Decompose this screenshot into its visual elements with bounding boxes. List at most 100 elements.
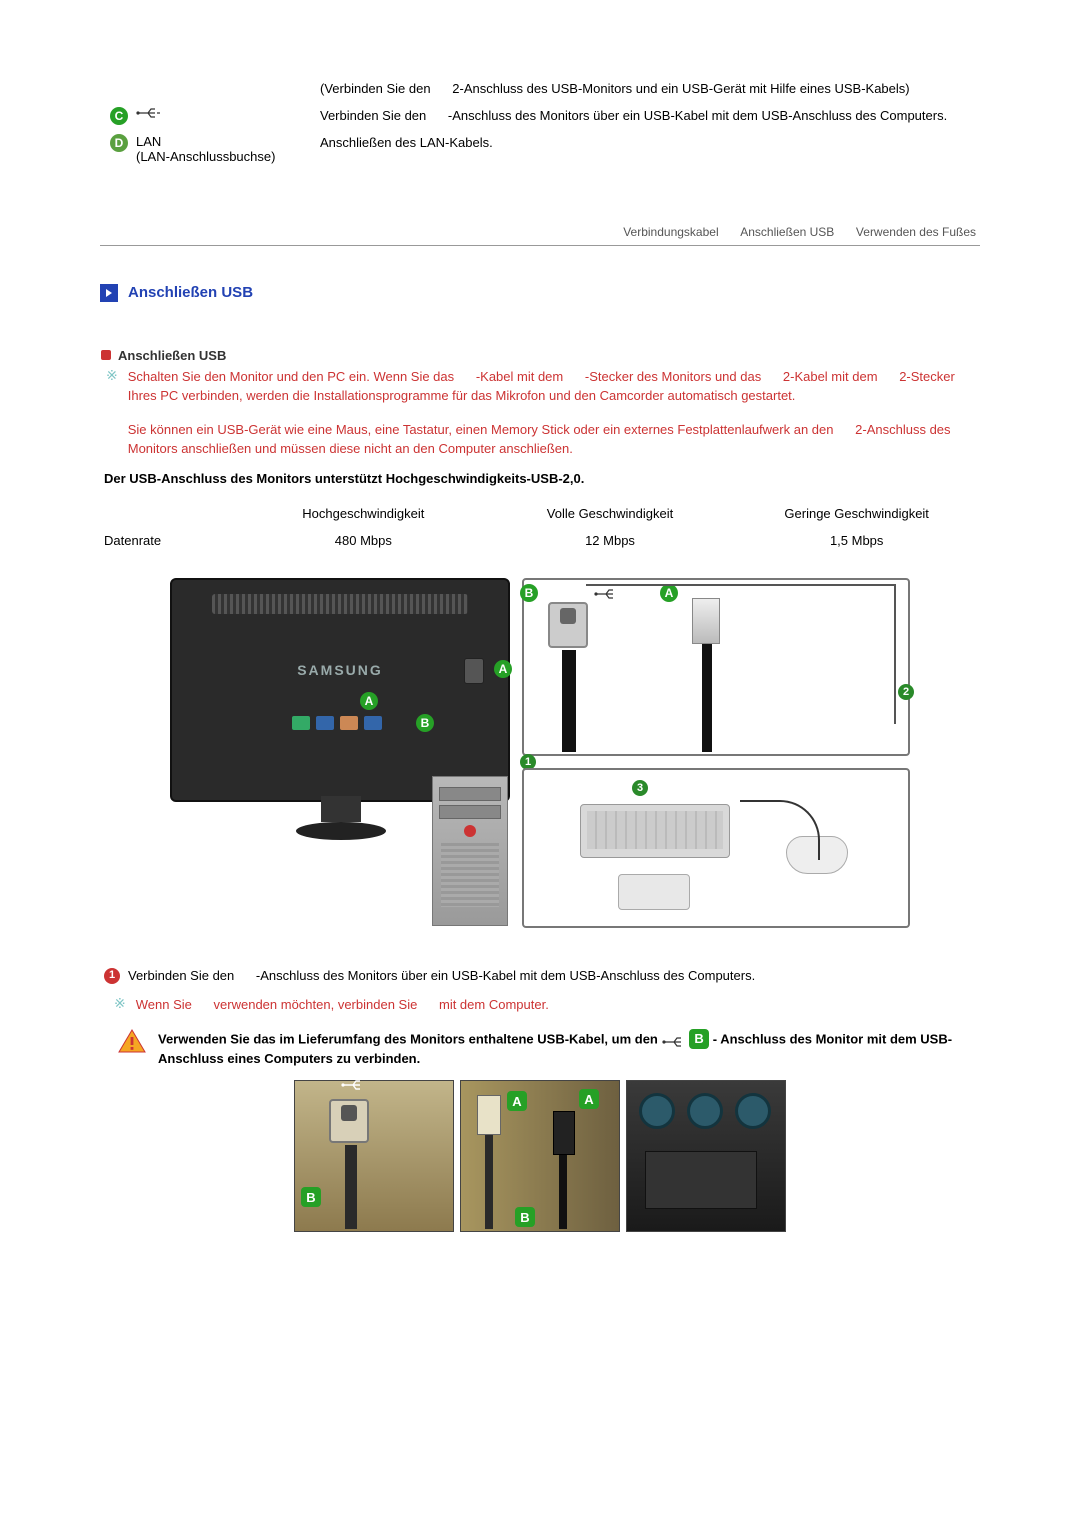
tab-cables[interactable]: Verbindungskabel: [623, 225, 718, 239]
intro-text-prev: (Verbinden Sie den 2-Anschluss des USB-M…: [320, 80, 980, 99]
step-1-text: Verbinden Sie den -Anschluss des Monitor…: [128, 966, 755, 986]
section-heading-text: Anschließen USB: [128, 284, 253, 301]
diagram-badge-3: 3: [632, 780, 648, 796]
intro-row-prev: (Verbinden Sie den 2-Anschluss des USB-M…: [100, 80, 980, 99]
speed-val-low: 1,5 Mbps: [733, 527, 980, 554]
arrow-icon: [100, 284, 118, 302]
pc-vent: [441, 843, 499, 907]
photo2-plug-a2: [553, 1111, 575, 1155]
photo-pc-back: [626, 1080, 786, 1232]
speed-row-label: Datenrate: [100, 527, 240, 554]
photo1-plug-inner: [341, 1105, 357, 1121]
photo-usb-b-plug: B: [294, 1080, 454, 1232]
pc-tower: [432, 776, 508, 926]
usb20-support-line: Der USB-Anschluss des Monitors unterstüt…: [100, 471, 980, 486]
pc-power-led: [464, 825, 476, 837]
lan-label-group: LAN (LAN-Anschlussbuchse): [136, 134, 275, 164]
intro-row-c-text: Verbinden Sie den -Anschluss des Monitor…: [320, 107, 980, 126]
speed-data-row: Datenrate 480 Mbps 12 Mbps 1,5 Mbps: [100, 527, 980, 554]
photo-cable-mid: A A B: [460, 1080, 620, 1232]
warn-text-a: Verwenden Sie das im Lieferumfang des Mo…: [158, 1031, 662, 1046]
stand-neck: [321, 796, 361, 822]
usb-trident-icon-3: [662, 1034, 686, 1046]
speed-header-empty: [100, 500, 240, 527]
keyboard-keys: [587, 811, 723, 849]
intro-row-d-icon: D LAN (LAN-Anschlussbuchse): [100, 134, 320, 164]
photo-row: B A A B: [100, 1080, 980, 1232]
photo2-cable-1: [485, 1135, 493, 1229]
photo3-port-2: [687, 1093, 723, 1129]
tip-text: Wenn Sie verwenden möchten, verbinden Si…: [136, 995, 549, 1015]
usb-b-cable: [562, 650, 576, 752]
badge-d: D: [110, 134, 128, 152]
connection-diagram: SAMSUNG A A B B: [170, 578, 910, 938]
usb-trident-icon-4: [341, 1079, 365, 1091]
lan-label: LAN: [136, 134, 275, 149]
keyboard-device: [580, 804, 730, 858]
tab-connect-usb[interactable]: Anschließen USB: [740, 225, 834, 239]
speed-val-full: 12 Mbps: [487, 527, 734, 554]
sub-heading-text: Anschließen USB: [118, 348, 226, 363]
speed-col-high: Hochgeschwindigkeit: [240, 500, 487, 527]
intro-icon-empty: [100, 80, 320, 99]
monitor-back: SAMSUNG A A B: [170, 578, 510, 802]
pc-drive-2: [439, 805, 501, 819]
section-tabs: Verbindungskabel Anschließen USB Verwend…: [100, 224, 980, 246]
intro-row-d-text: Anschließen des LAN-Kabels.: [320, 134, 980, 164]
lan-sublabel: (LAN-Anschlussbuchse): [136, 149, 275, 164]
bullet-icon: [100, 349, 112, 361]
photo1-plug: [329, 1099, 369, 1143]
photo2-cable-2: [559, 1155, 567, 1229]
photo1-cable: [345, 1145, 357, 1229]
speed-val-high: 480 Mbps: [240, 527, 487, 554]
photo2-badge-a: A: [507, 1091, 527, 1111]
device-cable-arc: [740, 800, 820, 860]
step-1-row: 1 Verbinden Sie den -Anschluss des Monit…: [100, 966, 980, 986]
intro-row-c: C Verbinden Sie den -Anschluss des Monit…: [100, 107, 980, 126]
stand-base: [296, 822, 386, 840]
diagram-badge-b-lower: B: [416, 714, 434, 732]
diagram-badge-2: 2: [898, 684, 914, 700]
speed-col-low: Geringe Geschwindigkeit: [733, 500, 980, 527]
monitor-vent: [212, 594, 468, 614]
cable-badge-b: B: [520, 584, 538, 602]
tip-block: ※ Wenn Sie verwenden möchten, verbinden …: [100, 995, 980, 1015]
tip-star-icon: ※: [114, 995, 126, 1015]
monitor-upstream-port: [464, 658, 484, 684]
port-3: [340, 716, 358, 730]
warning-text: Verwenden Sie das im Lieferumfang des Mo…: [158, 1029, 980, 1069]
diagram-badge-a-lower: A: [360, 692, 378, 710]
info-text-2: Sie können ein USB-Gerät wie eine Maus, …: [128, 420, 980, 459]
port-4: [364, 716, 382, 730]
warning-icon: [118, 1029, 146, 1053]
photo2-badge-a-right: A: [579, 1089, 599, 1109]
monitor-brand-label: SAMSUNG: [172, 662, 508, 678]
section-heading: Anschließen USB: [100, 284, 980, 302]
usb-trident-icon: [136, 107, 160, 119]
tab-use-stand[interactable]: Verwenden des Fußes: [856, 225, 976, 239]
warn-badge-b: B: [689, 1029, 709, 1049]
monitor-port-strip: [292, 716, 382, 730]
speed-col-full: Volle Geschwindigkeit: [487, 500, 734, 527]
photo1-badge-b: B: [301, 1187, 321, 1207]
port-1: [292, 716, 310, 730]
monitor-stand: [296, 796, 386, 844]
pc-drive-1: [439, 787, 501, 801]
diagram-badge-a-port: A: [494, 660, 512, 678]
photo2-badge-b: B: [515, 1207, 535, 1227]
cable-path-outline: [586, 584, 896, 724]
devices-panel: 3: [522, 768, 910, 928]
warning-row: Verwenden Sie das im Lieferumfang des Mo…: [100, 1029, 980, 1069]
speed-table: Hochgeschwindigkeit Volle Geschwindigkei…: [100, 500, 980, 554]
intro-row-c-icon: C: [100, 107, 320, 126]
badge-c: C: [110, 107, 128, 125]
note-star-icon: ※: [106, 367, 118, 459]
photo3-port-3: [735, 1093, 771, 1129]
photo3-panel: [645, 1151, 757, 1209]
cable-closeup-panel: B A 2: [522, 578, 910, 756]
step-1-badge: 1: [104, 968, 120, 984]
usb-b-inner: [560, 608, 576, 624]
external-hdd-device: [618, 874, 690, 910]
speed-header-row: Hochgeschwindigkeit Volle Geschwindigkei…: [100, 500, 980, 527]
sub-heading: Anschließen USB: [100, 348, 980, 363]
